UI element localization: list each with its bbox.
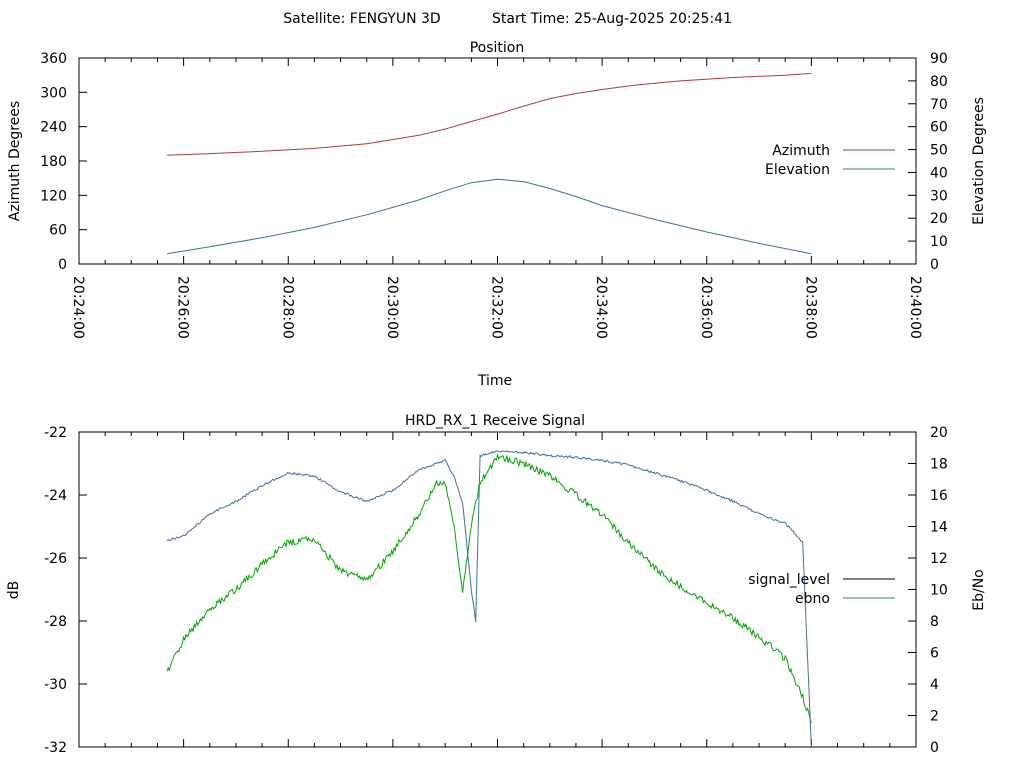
satellite-label: Satellite: FENGYUN 3D — [283, 11, 440, 27]
position-chart: Position Time Azimuth Degrees Elevation … — [7, 40, 987, 389]
y2-tick-label: 12 — [930, 551, 948, 567]
position-plot-frame — [78, 57, 917, 265]
receive-signal-chart: HRD_RX_1 Receive Signal dB Eb/No -22 -24 -… — [6, 413, 987, 756]
y-tick-label: -32 — [44, 740, 67, 756]
position-x-axis-label: Time — [477, 373, 512, 389]
series-line-azimuth — [167, 72, 812, 156]
receive-signal-chart-title: HRD_RX_1 Receive Signal — [405, 413, 585, 429]
y2-tick-label: 50 — [930, 143, 948, 159]
ebno-axis-label: Eb/No — [971, 569, 987, 611]
receive-signal-plot-frame — [78, 431, 917, 748]
y2-tick-label: 2 — [930, 709, 939, 725]
x-tick-label: 20:24:00 — [70, 276, 86, 339]
y2-tick-label: 0 — [930, 257, 939, 273]
legend-label-signal-level: signal_level — [748, 572, 830, 588]
legend-label-elevation: Elevation — [765, 162, 830, 178]
y2-tick-label: 40 — [930, 165, 948, 181]
elevation-axis-label: Elevation Degrees — [971, 97, 987, 225]
y-tick-label: 240 — [40, 120, 67, 136]
series-line-elevation — [167, 178, 812, 255]
start-time-label: Start Time: 25-Aug-2025 20:25:41 — [492, 11, 732, 27]
y-tick-label: 300 — [40, 85, 67, 101]
x-tick-label: 20:32:00 — [489, 276, 505, 339]
x-tick-label: 20:36:00 — [698, 276, 714, 339]
azimuth-axis-label: Azimuth Degrees — [7, 101, 23, 221]
y2-tick-label: 16 — [930, 488, 948, 504]
y-tick-label: 120 — [40, 188, 67, 204]
y-tick-label: -30 — [44, 677, 67, 693]
y2-tick-label: 80 — [930, 74, 948, 90]
y2-tick-label: 10 — [930, 583, 948, 599]
y2-tick-label: 10 — [930, 234, 948, 250]
y2-tick-label: 20 — [930, 211, 948, 227]
series-line-ebno — [166, 449, 812, 748]
y-tick-label: 180 — [40, 154, 67, 170]
y-tick-label: 60 — [49, 223, 67, 239]
legend-label-ebno: ebno — [795, 591, 830, 607]
y-tick-label: -28 — [44, 614, 67, 630]
x-tick-label: 20:38:00 — [802, 276, 818, 339]
y-tick-label: -22 — [44, 425, 67, 441]
y2-tick-label: 60 — [930, 120, 948, 136]
x-tick-label: 20:28:00 — [279, 276, 295, 339]
y2-tick-label: 70 — [930, 97, 948, 113]
y-tick-label: -24 — [44, 488, 67, 504]
y2-tick-label: 18 — [930, 457, 948, 473]
y-tick-label: 0 — [58, 257, 67, 273]
db-axis-label: dB — [6, 581, 22, 600]
legend-label-azimuth: Azimuth — [772, 143, 830, 159]
y2-tick-label: 0 — [930, 740, 939, 756]
y2-tick-label: 30 — [930, 188, 948, 204]
x-tick-label: 20:40:00 — [907, 276, 923, 339]
series-line-signal-level — [166, 453, 812, 723]
y2-tick-label: 6 — [930, 646, 939, 662]
y2-tick-label: 14 — [930, 520, 948, 536]
y-tick-label: -26 — [44, 551, 67, 567]
x-tick-label: 20:34:00 — [593, 276, 609, 339]
y2-tick-label: 20 — [930, 425, 948, 441]
y2-tick-label: 90 — [930, 51, 948, 67]
y2-tick-label: 4 — [930, 677, 939, 693]
x-tick-label: 20:30:00 — [384, 276, 400, 339]
y2-tick-label: 8 — [930, 614, 939, 630]
x-tick-label: 20:26:00 — [175, 276, 191, 339]
position-chart-title: Position — [470, 40, 525, 56]
y-tick-label: 360 — [40, 51, 67, 67]
